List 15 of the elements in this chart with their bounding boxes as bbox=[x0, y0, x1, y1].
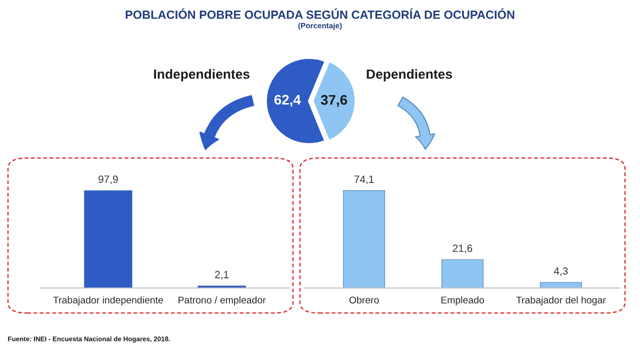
x-tick-label: Trabajador del hogar bbox=[516, 296, 606, 306]
x-tick-label: Obrero bbox=[349, 296, 379, 304]
data-label: 62,4 bbox=[274, 94, 301, 107]
data-label: 4,3 bbox=[554, 267, 568, 276]
slice-label: Independientes bbox=[154, 69, 250, 82]
data-label: 2,1 bbox=[215, 270, 229, 280]
data-label: 21,6 bbox=[452, 244, 472, 254]
data-label: 74,1 bbox=[354, 176, 374, 184]
chart-title: POBLACIÓN POBRE OCUPADA SEGÚN CATEGORÍA DE OCUPACIÓN bbox=[126, 8, 514, 19]
x-tick-label: Empleado bbox=[441, 296, 484, 306]
x-tick-label: Patrono / empleador bbox=[178, 296, 266, 306]
slice-label: Dependientes bbox=[366, 69, 452, 82]
data-label: 97,9 bbox=[98, 176, 118, 184]
data-label: 37,6 bbox=[320, 94, 348, 107]
x-tick-label: Trabajador independiente bbox=[53, 296, 163, 306]
